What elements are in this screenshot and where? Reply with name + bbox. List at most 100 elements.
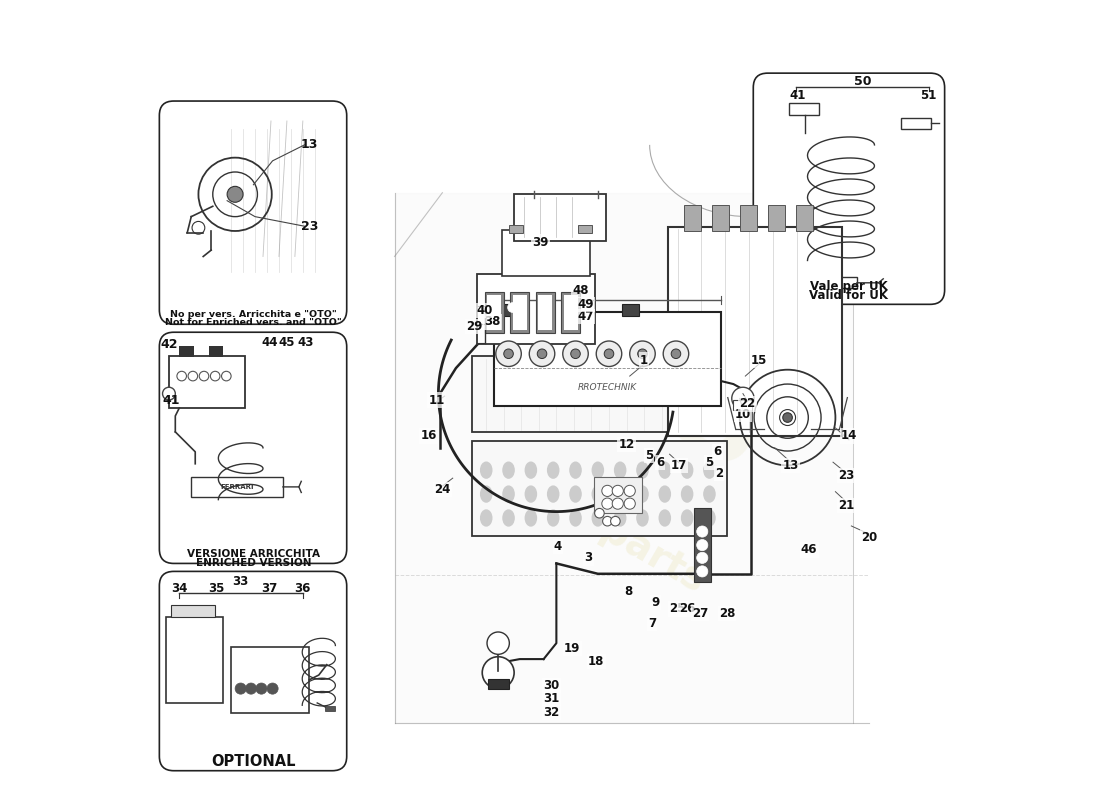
Ellipse shape	[548, 510, 559, 526]
Ellipse shape	[481, 462, 492, 478]
Ellipse shape	[481, 486, 492, 502]
Bar	[668, 227, 842, 436]
Bar	[739, 206, 757, 231]
Circle shape	[602, 486, 613, 497]
Ellipse shape	[548, 486, 559, 502]
Text: 5: 5	[705, 456, 714, 469]
Bar	[594, 478, 641, 514]
Circle shape	[602, 498, 613, 510]
Circle shape	[496, 341, 521, 366]
Ellipse shape	[682, 510, 693, 526]
Circle shape	[487, 632, 509, 654]
Bar	[487, 294, 502, 330]
Bar	[326, 706, 334, 711]
Text: 17: 17	[671, 459, 688, 472]
Circle shape	[624, 498, 636, 510]
Ellipse shape	[704, 462, 715, 478]
Text: 3: 3	[584, 551, 592, 564]
Text: 36: 36	[295, 582, 311, 594]
Ellipse shape	[570, 510, 581, 526]
Ellipse shape	[526, 486, 537, 502]
FancyBboxPatch shape	[754, 73, 945, 304]
Text: 43: 43	[298, 336, 315, 349]
Bar	[510, 291, 529, 333]
Bar	[563, 294, 578, 330]
Circle shape	[595, 509, 604, 518]
Bar	[494, 312, 722, 406]
Text: 34: 34	[172, 582, 187, 594]
Circle shape	[245, 683, 256, 694]
Circle shape	[235, 683, 246, 694]
Text: 14: 14	[840, 430, 857, 442]
Text: 32: 32	[543, 706, 560, 719]
Bar	[166, 617, 223, 703]
Ellipse shape	[682, 462, 693, 478]
Bar	[503, 230, 590, 277]
Text: 24: 24	[434, 482, 451, 496]
Text: 1: 1	[640, 354, 648, 366]
Text: 49: 49	[578, 298, 594, 311]
FancyBboxPatch shape	[160, 571, 346, 770]
Circle shape	[596, 341, 622, 366]
Text: 42: 42	[161, 338, 178, 350]
Circle shape	[508, 302, 517, 312]
Text: ENRICHED VERSION: ENRICHED VERSION	[196, 558, 311, 568]
Bar	[561, 291, 581, 333]
Ellipse shape	[704, 510, 715, 526]
Text: 28: 28	[718, 607, 735, 620]
Text: 8: 8	[624, 585, 632, 598]
Text: VERSIONE ARRICCHITA: VERSIONE ARRICCHITA	[187, 549, 320, 559]
Bar	[209, 346, 223, 357]
Ellipse shape	[503, 510, 514, 526]
Circle shape	[613, 486, 624, 497]
Bar	[231, 647, 309, 713]
Circle shape	[696, 566, 708, 577]
Ellipse shape	[682, 486, 693, 502]
Text: 2: 2	[715, 467, 723, 480]
Ellipse shape	[592, 486, 604, 502]
Bar	[684, 206, 702, 231]
Ellipse shape	[526, 462, 537, 478]
Bar	[508, 225, 522, 233]
Circle shape	[671, 349, 681, 358]
Text: 38: 38	[484, 315, 500, 328]
Text: 10: 10	[735, 408, 751, 421]
Text: 45: 45	[278, 336, 295, 349]
Circle shape	[604, 349, 614, 358]
Bar	[169, 356, 244, 408]
Ellipse shape	[659, 486, 670, 502]
Ellipse shape	[592, 510, 604, 526]
Text: 4: 4	[553, 540, 562, 553]
Bar	[621, 303, 639, 316]
Bar	[795, 206, 813, 231]
Circle shape	[571, 349, 581, 358]
Ellipse shape	[503, 462, 514, 478]
Circle shape	[537, 349, 547, 358]
Bar	[712, 206, 729, 231]
Bar	[538, 294, 552, 330]
Bar	[578, 225, 592, 233]
Circle shape	[638, 349, 647, 358]
Circle shape	[603, 516, 613, 526]
Text: 18: 18	[588, 655, 604, 668]
Circle shape	[504, 349, 514, 358]
Circle shape	[613, 498, 624, 510]
Circle shape	[663, 341, 689, 366]
Text: 22: 22	[739, 398, 756, 410]
Circle shape	[563, 341, 589, 366]
Bar	[789, 103, 820, 114]
Circle shape	[529, 341, 554, 366]
Text: 39: 39	[532, 236, 549, 249]
Text: 6: 6	[656, 456, 664, 469]
Text: OPTIONAL: OPTIONAL	[211, 754, 296, 769]
Text: No per vers. Arricchita e "OTO": No per vers. Arricchita e "OTO"	[170, 310, 337, 319]
Ellipse shape	[592, 462, 604, 478]
Text: 30: 30	[543, 679, 560, 692]
Ellipse shape	[637, 510, 648, 526]
Bar	[536, 291, 554, 333]
Text: Vale per UK: Vale per UK	[810, 280, 888, 294]
FancyBboxPatch shape	[160, 101, 346, 324]
Text: 41: 41	[789, 89, 805, 102]
Bar	[734, 400, 752, 410]
Ellipse shape	[615, 486, 626, 502]
